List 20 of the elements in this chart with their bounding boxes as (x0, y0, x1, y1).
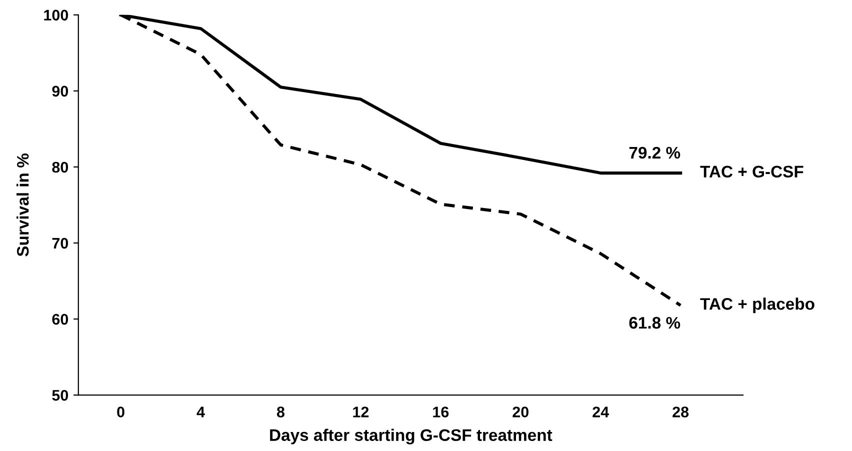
y-axis-title: Survival in % (16, 154, 29, 256)
x-axis-title: Days after starting G-CSF treatment (270, 428, 552, 444)
series-label: TAC + placebo (700, 298, 814, 314)
x-tick-label: 24 (592, 406, 610, 418)
y-tick-label: 90 (52, 86, 68, 97)
data-label: 79.2 % (629, 146, 680, 159)
x-tick-label: 8 (276, 406, 284, 418)
data-label: 61.8 % (629, 316, 680, 329)
x-tick-label: 28 (672, 406, 689, 418)
y-tick-label: 60 (52, 314, 68, 325)
y-tick-label: 100 (44, 10, 68, 21)
y-tick-label: 70 (52, 238, 68, 249)
x-tick-label: 16 (433, 406, 449, 418)
x-tick-label: 20 (512, 406, 528, 418)
y-tick-label: 50 (52, 390, 68, 401)
y-tick-label: 80 (52, 162, 68, 173)
x-tick-label: 0 (117, 406, 124, 418)
x-tick-label: 4 (196, 406, 205, 418)
series-label: TAC + G-CSF (700, 166, 804, 178)
x-tick-label: 12 (353, 406, 369, 418)
